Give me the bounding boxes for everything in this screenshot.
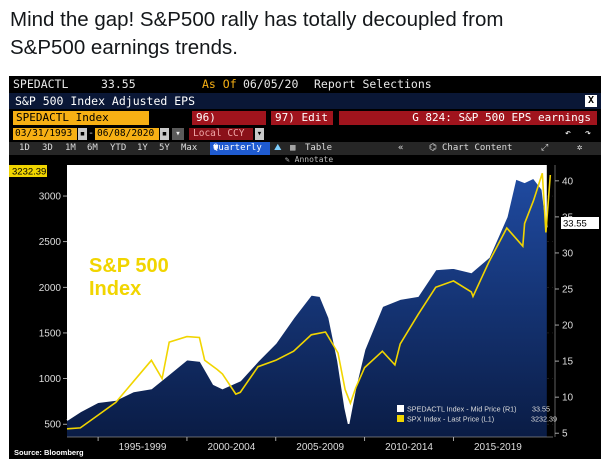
frequency-label: Quarterly: [213, 143, 262, 153]
redo-arrow-icon[interactable]: ↷: [584, 128, 591, 139]
source-label: Source: Bloomberg: [14, 448, 84, 457]
right-tick-40: 40: [562, 176, 574, 187]
start-calendar-icon[interactable]: ▪: [78, 128, 87, 140]
tweet-line-2: S&P500 earnings trends.: [10, 36, 238, 59]
x-tick-2000-2004: 2000-2004: [207, 442, 255, 453]
legend-swatch-eps: [397, 405, 404, 412]
spx-overlay-label-line-2: Index: [89, 278, 141, 300]
right-badge-bg: [561, 217, 599, 229]
period-max[interactable]: Max: [181, 143, 198, 153]
spx-overlay-label-line-1: S&P 500: [89, 255, 169, 277]
double-chevron-left-icon[interactable]: «: [398, 143, 404, 153]
edit-label: 97) Edit: [275, 111, 328, 124]
chart-title: S&P 500 Index Adjusted EPS: [154, 180, 386, 199]
chart-content-icon[interactable]: ⌬: [429, 143, 437, 153]
right-tick-25: 25: [562, 284, 574, 295]
period-ytd[interactable]: YTD: [110, 143, 127, 153]
tweet-text: Mind the gap! S&P500 rally has totally d…: [10, 6, 600, 62]
function-title: G 824: S&P 500 EPS earnings: [339, 111, 597, 125]
period-1d[interactable]: 1D: [19, 143, 30, 153]
left-tick-2500: 2500: [39, 237, 62, 248]
undo-arrow-icon[interactable]: ↶: [564, 128, 571, 139]
as-of-date: 06/05/20: [243, 77, 299, 91]
left-tick-3000: 3000: [39, 192, 62, 203]
edit-menu[interactable]: 97) Edit ▾: [271, 111, 333, 138]
x-axis: 1995-1999 2000-2004 2005-2009 2010-2014 2015…: [67, 436, 553, 453]
ticker-input[interactable]: SPEDACTL Index: [13, 111, 149, 125]
left-axis: 500 1000 1500 2000 2500 3000: [39, 192, 67, 431]
close-button[interactable]: X: [585, 95, 597, 107]
gear-icon[interactable]: ✲: [577, 143, 583, 153]
annotate-label: Annotate: [294, 155, 334, 164]
mountain-chart-icon[interactable]: ⛰: [274, 143, 282, 153]
x-tick-2015-2019: 2015-2019: [474, 442, 522, 453]
currency-select[interactable]: Local CCY: [189, 128, 253, 140]
period-6m[interactable]: 6M: [87, 143, 98, 153]
left-tick-2000: 2000: [39, 283, 62, 294]
annotate-button[interactable]: ✎ Annotate: [285, 155, 333, 165]
chart-content-button[interactable]: Chart Content: [442, 143, 513, 153]
expand-icon[interactable]: ⤢: [541, 143, 549, 153]
bloomberg-terminal-window: SPEDACTL 33.55 As Of 06/05/20 Report Sel…: [9, 76, 601, 459]
terminal-header-row: SPEDACTL 33.55 As Of 06/05/20 Report Sel…: [9, 76, 601, 93]
as-of-label: As Of: [202, 77, 237, 91]
date-range-row: 03/31/1993 ▪ - 06/08/2020 ▪ ▾ Local CCY …: [9, 127, 601, 141]
currency-chevron-icon[interactable]: ▾: [255, 128, 264, 140]
table-button[interactable]: Table: [305, 143, 333, 153]
legend-value-spx: 3232.39: [531, 415, 557, 424]
window-title: S&P 500 Index Adjusted EPS: [15, 94, 196, 108]
ticker-code: SPEDACTL: [13, 77, 69, 91]
period-dropdown-icon[interactable]: ▾: [172, 128, 184, 140]
actions-menu[interactable]: 96) Actions ▾: [192, 111, 266, 138]
right-tick-20: 20: [562, 321, 574, 332]
pencil-icon: ✎: [285, 155, 290, 164]
x-tick-1995-1999: 1995-1999: [119, 442, 167, 453]
left-tick-500: 500: [44, 420, 61, 431]
left-tick-1500: 1500: [39, 328, 62, 339]
right-tick-10: 10: [562, 393, 574, 404]
right-badge: 33.55: [563, 219, 587, 230]
period-3d[interactable]: 3D: [42, 143, 53, 153]
x-tick-2005-2009: 2005-2009: [296, 442, 344, 453]
table-icon[interactable]: ▦: [290, 143, 296, 153]
annotate-row: ✎ Annotate: [9, 155, 601, 165]
x-tick-2010-2014: 2010-2014: [385, 442, 433, 453]
report-selections-link[interactable]: Report Selections: [314, 77, 432, 91]
left-badge: 3232.39: [12, 167, 46, 178]
right-tick-15: 15: [562, 357, 574, 368]
frequency-select[interactable]: Quarterly ▼: [210, 142, 270, 155]
undo-redo-group: ↶ ↷: [565, 127, 591, 141]
end-calendar-icon[interactable]: ▪: [160, 128, 169, 140]
window-title-bar: S&P 500 Index Adjusted EPS X: [9, 93, 601, 109]
eps-line: [66, 176, 548, 424]
left-badge-bg: [9, 165, 47, 177]
eps-area: [67, 178, 547, 437]
toolbar-row: 1D 3D 1M 6M YTD 1Y 5Y Max Quarterly ▼ ⛰ …: [9, 142, 601, 155]
period-5y[interactable]: 5Y: [159, 143, 170, 153]
date-separator-icon: -: [88, 128, 95, 139]
legend: SPEDACTL Index - Mid Price (R1) 33.55 SP…: [397, 405, 557, 424]
start-date-input[interactable]: 03/31/1993: [13, 128, 77, 140]
spx-line: [66, 172, 552, 430]
period-1m[interactable]: 1M: [65, 143, 76, 153]
end-date-input[interactable]: 06/08/2020: [95, 128, 159, 140]
legend-label-spx: SPX Index - Last Price (L1): [407, 415, 494, 424]
right-tick-5: 5: [562, 429, 568, 440]
last-value: 33.55: [101, 77, 136, 91]
legend-value-eps: 33.55: [532, 405, 550, 414]
command-row: SPEDACTL Index 96) Actions ▾ 97) Edit ▾ …: [9, 110, 601, 138]
right-tick-30: 30: [562, 248, 574, 259]
legend-swatch-spx: [397, 415, 404, 422]
legend-label-eps: SPEDACTL Index - Mid Price (R1): [407, 405, 517, 414]
frequency-chevron-icon: ▼: [213, 143, 219, 153]
period-1y[interactable]: 1Y: [137, 143, 148, 153]
left-tick-1000: 1000: [39, 374, 62, 385]
tweet-line-1: Mind the gap! S&P500 rally has totally d…: [10, 8, 504, 31]
